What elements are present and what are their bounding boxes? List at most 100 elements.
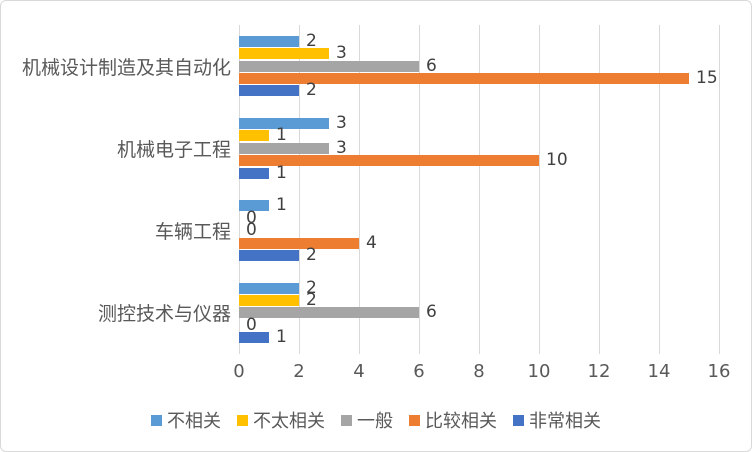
data-label: 1 (276, 195, 287, 216)
data-label: 2 (306, 30, 317, 51)
data-label: 1 (276, 327, 287, 348)
x-tick-label: 12 (587, 361, 611, 382)
legend-swatch-icon (237, 414, 248, 426)
bar-row: 2 (239, 30, 719, 51)
legend-label: 不相关 (167, 411, 221, 432)
bar-row: 2 (239, 289, 719, 310)
data-label: 6 (426, 302, 437, 323)
data-label: 6 (426, 55, 437, 76)
bar (239, 48, 329, 60)
gridline (659, 25, 660, 354)
bar-row: 1 (239, 195, 719, 216)
bar (239, 35, 299, 47)
bar (239, 282, 299, 294)
data-label: 1 (276, 162, 287, 183)
bar-row: 4 (239, 232, 719, 253)
bar-row: 2 (239, 277, 719, 298)
gridline (599, 25, 600, 354)
bar (239, 60, 419, 72)
bar (239, 118, 329, 130)
bar-group: 3 1 3 10 1 (239, 107, 719, 189)
legend-swatch-icon (341, 414, 352, 426)
bar-row: 6 (239, 302, 719, 323)
legend-item: 一般 (341, 407, 393, 433)
category-label: 车辆工程 (154, 221, 231, 244)
data-label: 0 (246, 207, 257, 228)
bar (239, 130, 269, 142)
bar-row: 1 (239, 162, 719, 183)
data-label: 3 (336, 43, 347, 64)
plot-area: 2 3 6 15 2 3 1 3 10 1 1 0 0 4 2 2 2 6 0 1 (239, 25, 720, 354)
bar (239, 142, 329, 154)
gridline (479, 25, 480, 354)
bar-row: 1 (239, 327, 719, 348)
x-tick-label: 14 (647, 361, 671, 382)
bar-row: 1 (239, 125, 719, 146)
bar (239, 237, 359, 249)
bar (239, 85, 299, 97)
legend: 不相关 不太相关 一般 比较相关 非常相关 (1, 407, 751, 433)
category-label: 机械设计制造及其自动化 (21, 56, 231, 79)
bar (239, 73, 689, 84)
data-label: 4 (366, 232, 377, 253)
x-tick-label: 0 (233, 361, 245, 382)
data-label: 2 (306, 289, 317, 310)
gridline (239, 25, 240, 354)
legend-label: 比较相关 (425, 411, 497, 432)
data-label: 10 (546, 150, 568, 171)
bar (239, 167, 269, 179)
x-tick-label: 8 (473, 361, 485, 382)
legend-swatch-icon (409, 414, 420, 426)
bar-row: 10 (239, 150, 719, 171)
bar-row: 0 (239, 314, 719, 335)
legend-item: 不相关 (151, 407, 221, 433)
data-label: 1 (276, 125, 287, 146)
legend-item: 非常相关 (513, 407, 601, 433)
category-label: 机械电子工程 (116, 138, 231, 161)
x-tick-label: 4 (353, 361, 365, 382)
legend-swatch-icon (151, 414, 162, 426)
category-label: 测控技术与仪器 (97, 303, 231, 326)
x-tick-label: 2 (293, 361, 305, 382)
legend-swatch-icon (513, 414, 524, 426)
bar (239, 332, 269, 344)
bar (239, 294, 299, 306)
x-tick-label: 10 (527, 361, 551, 382)
x-tick-label: 16 (707, 361, 731, 382)
data-label: 2 (306, 277, 317, 298)
bar-group: 2 3 6 15 2 (239, 25, 719, 107)
gridline (419, 25, 420, 354)
bar-row: 0 (239, 207, 719, 228)
gridline (359, 25, 360, 354)
bar-row: 2 (239, 80, 719, 101)
bar-row: 15 (239, 68, 719, 88)
legend-label: 一般 (357, 411, 393, 432)
category-axis: 机械设计制造及其自动化机械电子工程车辆工程测控技术与仪器 (1, 25, 231, 354)
bar (239, 155, 539, 167)
bar (239, 200, 269, 212)
bar-row: 3 (239, 139, 719, 156)
data-label: 2 (306, 244, 317, 265)
bar-row: 3 (239, 113, 719, 134)
bar (239, 249, 299, 261)
legend-item: 比较相关 (409, 407, 497, 433)
bar (239, 307, 419, 319)
bar-row: 3 (239, 43, 719, 64)
legend-label: 不太相关 (253, 411, 325, 432)
data-label: 2 (306, 80, 317, 101)
bar-row: 0 (239, 220, 719, 241)
legend-label: 非常相关 (529, 411, 601, 432)
gridline (539, 25, 540, 354)
bar-row: 2 (239, 244, 719, 265)
gridline (299, 25, 300, 354)
data-label: 15 (696, 68, 718, 88)
data-label: 3 (336, 113, 347, 134)
data-label: 0 (246, 220, 257, 241)
legend-item: 不太相关 (237, 407, 325, 433)
data-label: 0 (246, 314, 257, 335)
bar-row: 6 (239, 55, 719, 76)
gridline (719, 25, 720, 354)
